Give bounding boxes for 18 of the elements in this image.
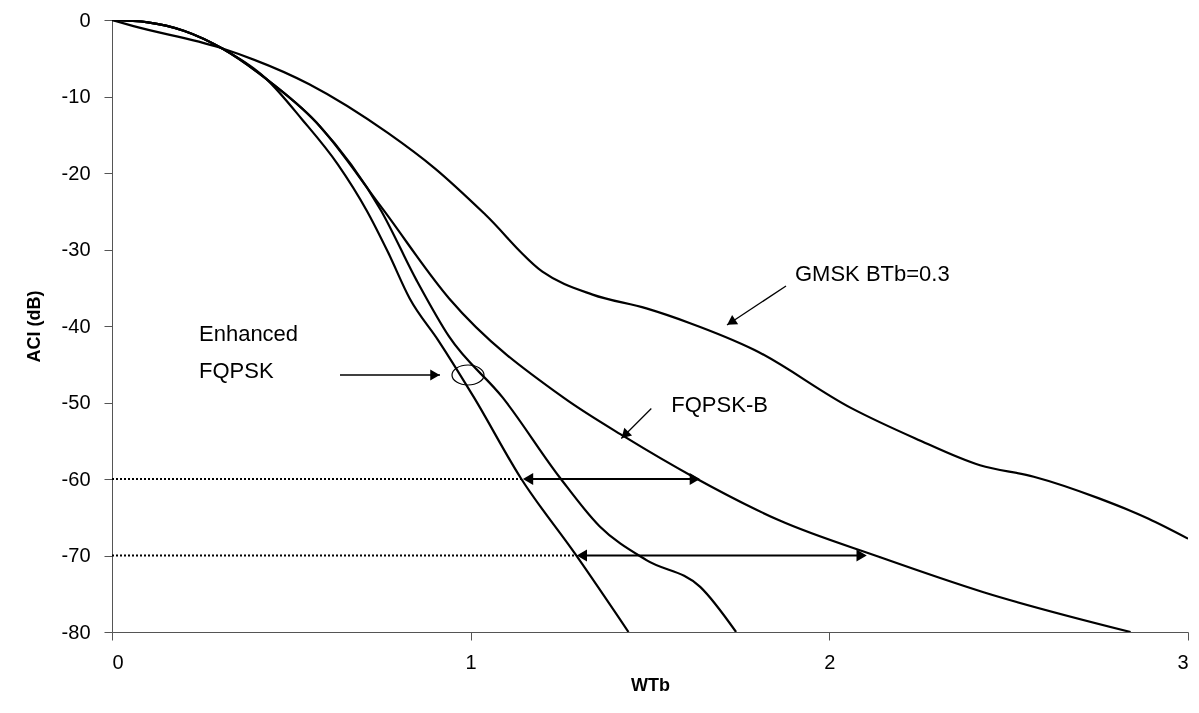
y-tick-label: -40 [61,314,91,337]
y-tick-label: -50 [61,391,91,413]
y-tick-label: 0 [79,8,91,31]
x-tick-label: 0 [112,650,124,673]
annotation: Enhanced FQPSK [199,320,299,383]
y-tick-label: -10 [61,85,91,107]
x-tick-label: 3 [1177,650,1189,673]
x-tick-label: 2 [824,650,836,673]
x-axis-title: WTb [631,674,670,695]
y-tick-label: -70 [61,544,91,566]
y-axis-title: ACI (dB) [23,290,44,363]
y-tick-label: -80 [61,620,91,643]
annotation: FQPSK-B [671,392,768,418]
y-tick-label: -30 [61,238,91,260]
x-tick-label: 1 [465,650,477,673]
y-tick-label: -20 [61,161,91,184]
y-tick-label: -60 [61,467,91,490]
annotation: GMSK BTb=0.3 [795,261,950,286]
